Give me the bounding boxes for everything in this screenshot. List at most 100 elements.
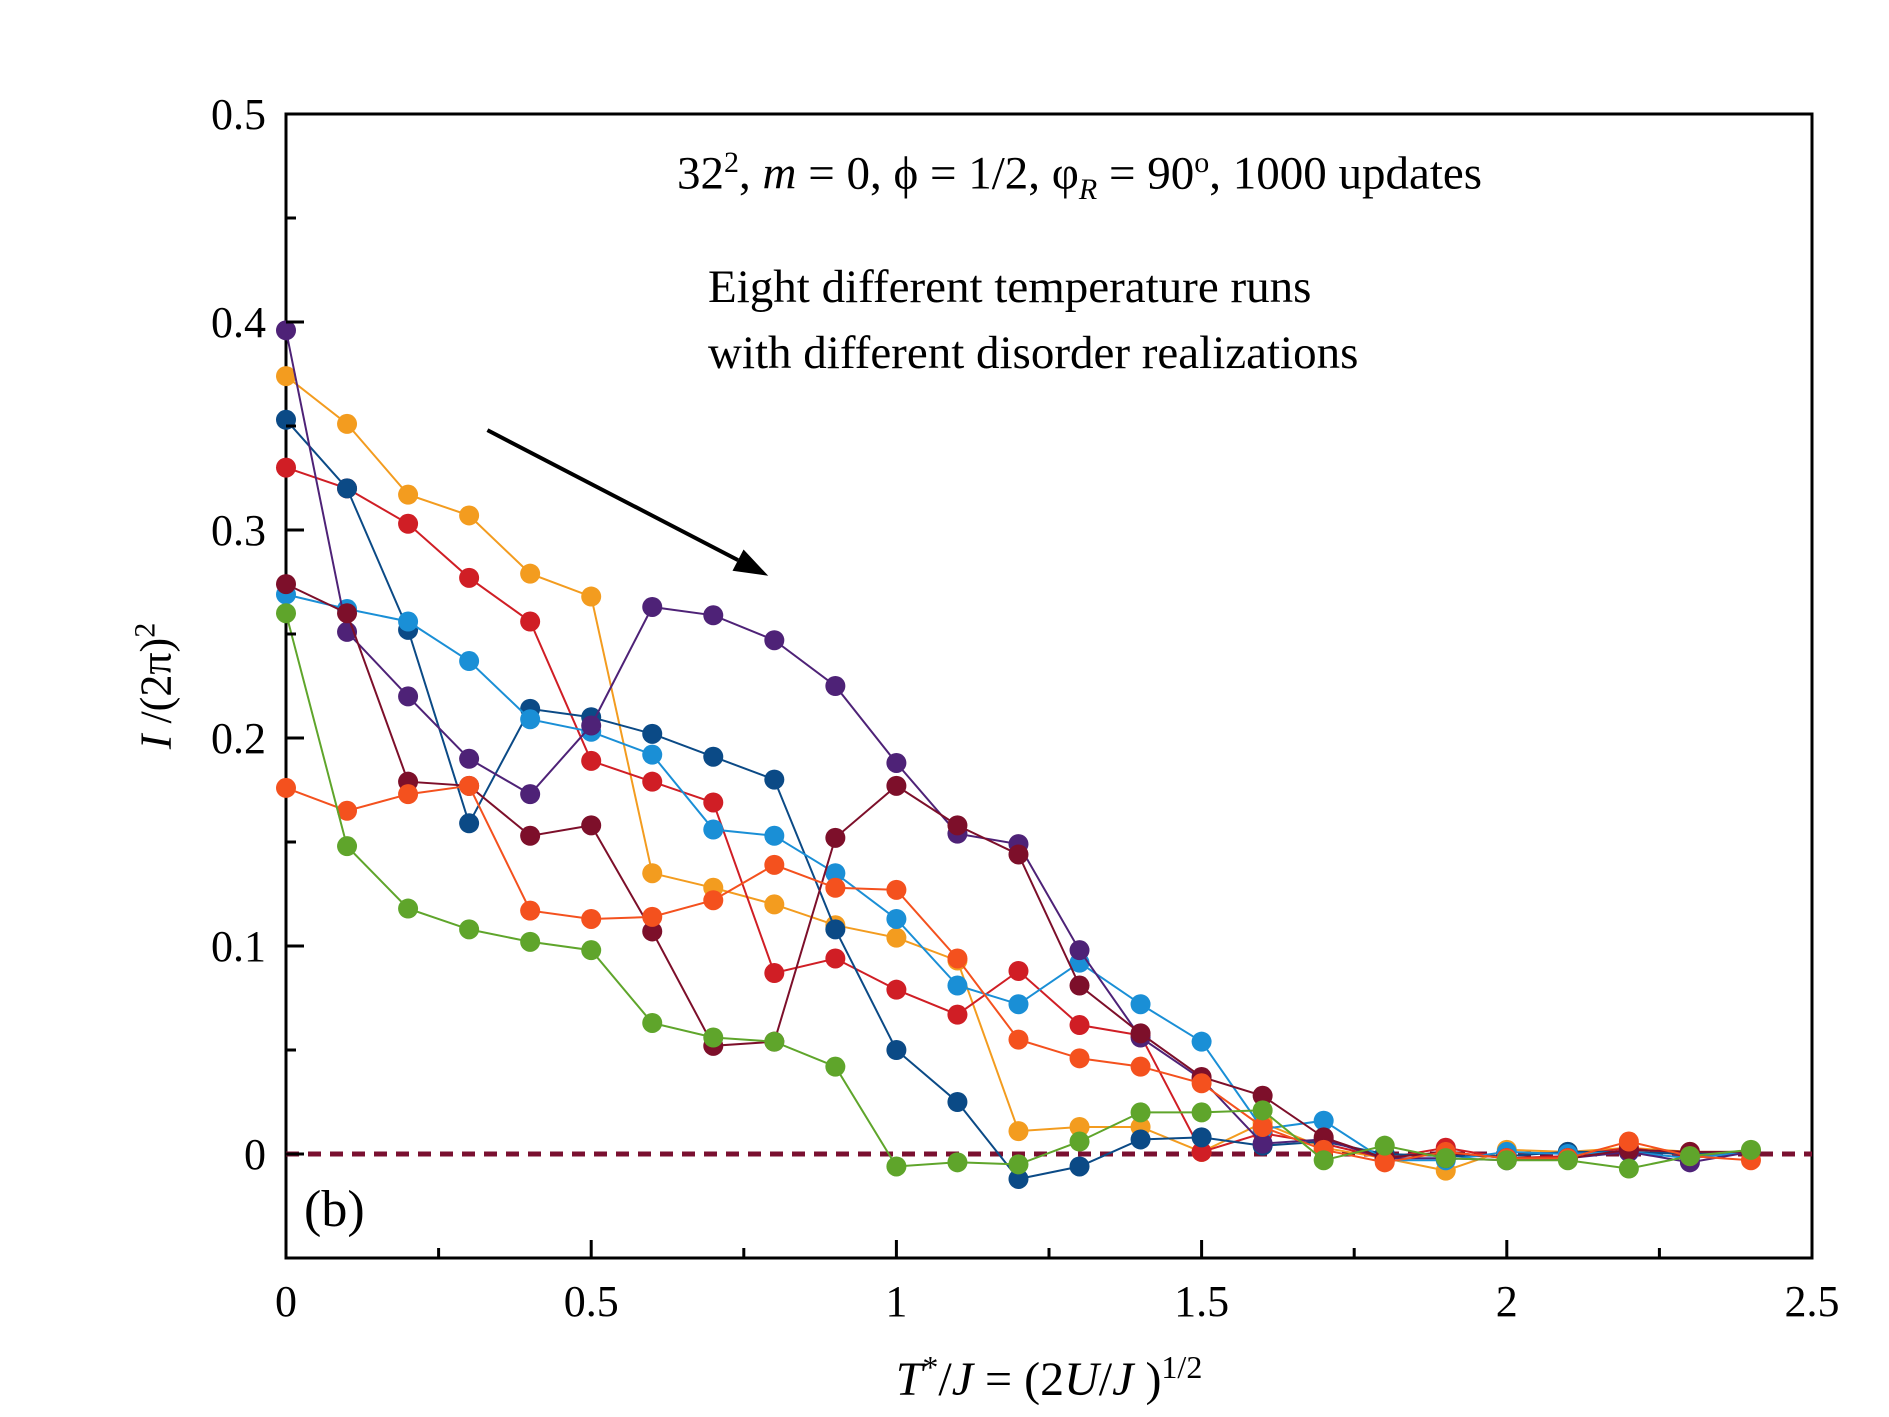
data-point (337, 836, 358, 857)
data-point (337, 413, 358, 434)
data-point (1740, 1139, 1761, 1160)
data-point (642, 596, 663, 617)
data-point (520, 709, 541, 730)
data-point (581, 940, 602, 961)
data-point (703, 819, 724, 840)
data-point (1008, 1121, 1029, 1142)
arrow-shaft (486, 428, 739, 562)
data-point (581, 815, 602, 836)
data-point (886, 879, 907, 900)
data-point (1008, 994, 1029, 1015)
data-point (703, 890, 724, 911)
data-point (459, 651, 480, 672)
data-point (1679, 1146, 1700, 1167)
data-point (825, 919, 846, 940)
x-tick-label: 0 (275, 1277, 297, 1326)
data-point (703, 1027, 724, 1048)
y-tick-label: 0.2 (211, 714, 266, 763)
data-point (1130, 994, 1151, 1015)
data-point (337, 478, 358, 499)
data-point (581, 750, 602, 771)
data-point (1252, 1133, 1273, 1154)
data-point (764, 1031, 785, 1052)
data-point (642, 723, 663, 744)
data-point (703, 792, 724, 813)
description-line-2: with different disorder realizations (708, 327, 1359, 379)
series-6 (276, 574, 1761, 1169)
data-point (520, 825, 541, 846)
series-2 (276, 457, 1761, 1169)
data-point (642, 906, 663, 927)
data-point (947, 948, 968, 969)
x-tick-label: 0.5 (564, 1277, 619, 1326)
data-point (276, 777, 296, 798)
data-point (886, 908, 907, 929)
series-3 (276, 409, 1761, 1189)
y-tick-label: 0.1 (211, 922, 266, 971)
data-point (276, 320, 296, 341)
series-8 (276, 603, 1761, 1179)
data-point (703, 605, 724, 626)
series-line (285, 419, 1752, 1181)
tick-layer: 0 0.5 1 1.5 2 2.5 0 0.1 0.2 0.3 0.4 0.5 (211, 90, 1840, 1326)
data-point (1008, 844, 1029, 865)
data-point (398, 686, 419, 707)
data-point (520, 784, 541, 805)
data-point (886, 979, 907, 1000)
series-4 (276, 584, 1761, 1171)
series-layer (276, 320, 1761, 1189)
data-point (1191, 1127, 1212, 1148)
data-point (276, 574, 296, 595)
data-point (825, 877, 846, 898)
data-point (764, 963, 785, 984)
data-point (1008, 960, 1029, 981)
data-point (825, 948, 846, 969)
data-point (520, 611, 541, 632)
y-tick-label: 0.4 (211, 298, 266, 347)
data-point (1069, 1048, 1090, 1069)
data-point (1313, 1110, 1334, 1131)
data-point (459, 748, 480, 769)
description-line-1: Eight different temperature runs (708, 261, 1312, 313)
data-point (1130, 1056, 1151, 1077)
data-point (1618, 1158, 1639, 1179)
series-line (285, 375, 1751, 1172)
series-1 (276, 366, 1761, 1181)
data-point (764, 825, 785, 846)
data-point (1069, 975, 1090, 996)
series-line (285, 583, 1751, 1160)
data-point (1069, 1116, 1090, 1137)
data-point (581, 586, 602, 607)
data-point (1130, 1023, 1151, 1044)
data-point (642, 863, 663, 884)
data-point (1008, 1029, 1029, 1050)
data-point (398, 784, 419, 805)
y-tick-label: 0.3 (211, 506, 266, 555)
series-line (285, 593, 1752, 1162)
data-point (1252, 1085, 1273, 1106)
data-point (520, 900, 541, 921)
y-axis-label: I /(2π)2 (128, 622, 181, 750)
data-point (947, 815, 968, 836)
data-point (1557, 1150, 1578, 1171)
x-tick-label: 2.5 (1785, 1277, 1840, 1326)
data-point (947, 975, 968, 996)
data-point (1191, 1102, 1212, 1123)
parameter-annotation: 322, m = 0, ϕ = 1/2, φR = 90o, 1000 upda… (677, 146, 1483, 207)
data-point (1435, 1148, 1456, 1169)
data-point (1252, 1100, 1273, 1121)
data-point (764, 854, 785, 875)
data-point (459, 919, 480, 940)
data-point (1069, 1015, 1090, 1036)
data-point (459, 813, 480, 834)
data-point (1191, 1141, 1212, 1162)
data-point (1069, 940, 1090, 961)
data-point (642, 771, 663, 792)
x-tick-label: 1 (885, 1277, 907, 1326)
data-point (1374, 1152, 1395, 1173)
x-axis-label: T*/J = (2U/J )1/2 (895, 1349, 1203, 1406)
data-point (1618, 1131, 1639, 1152)
data-point (886, 927, 907, 948)
series-line (285, 466, 1752, 1160)
